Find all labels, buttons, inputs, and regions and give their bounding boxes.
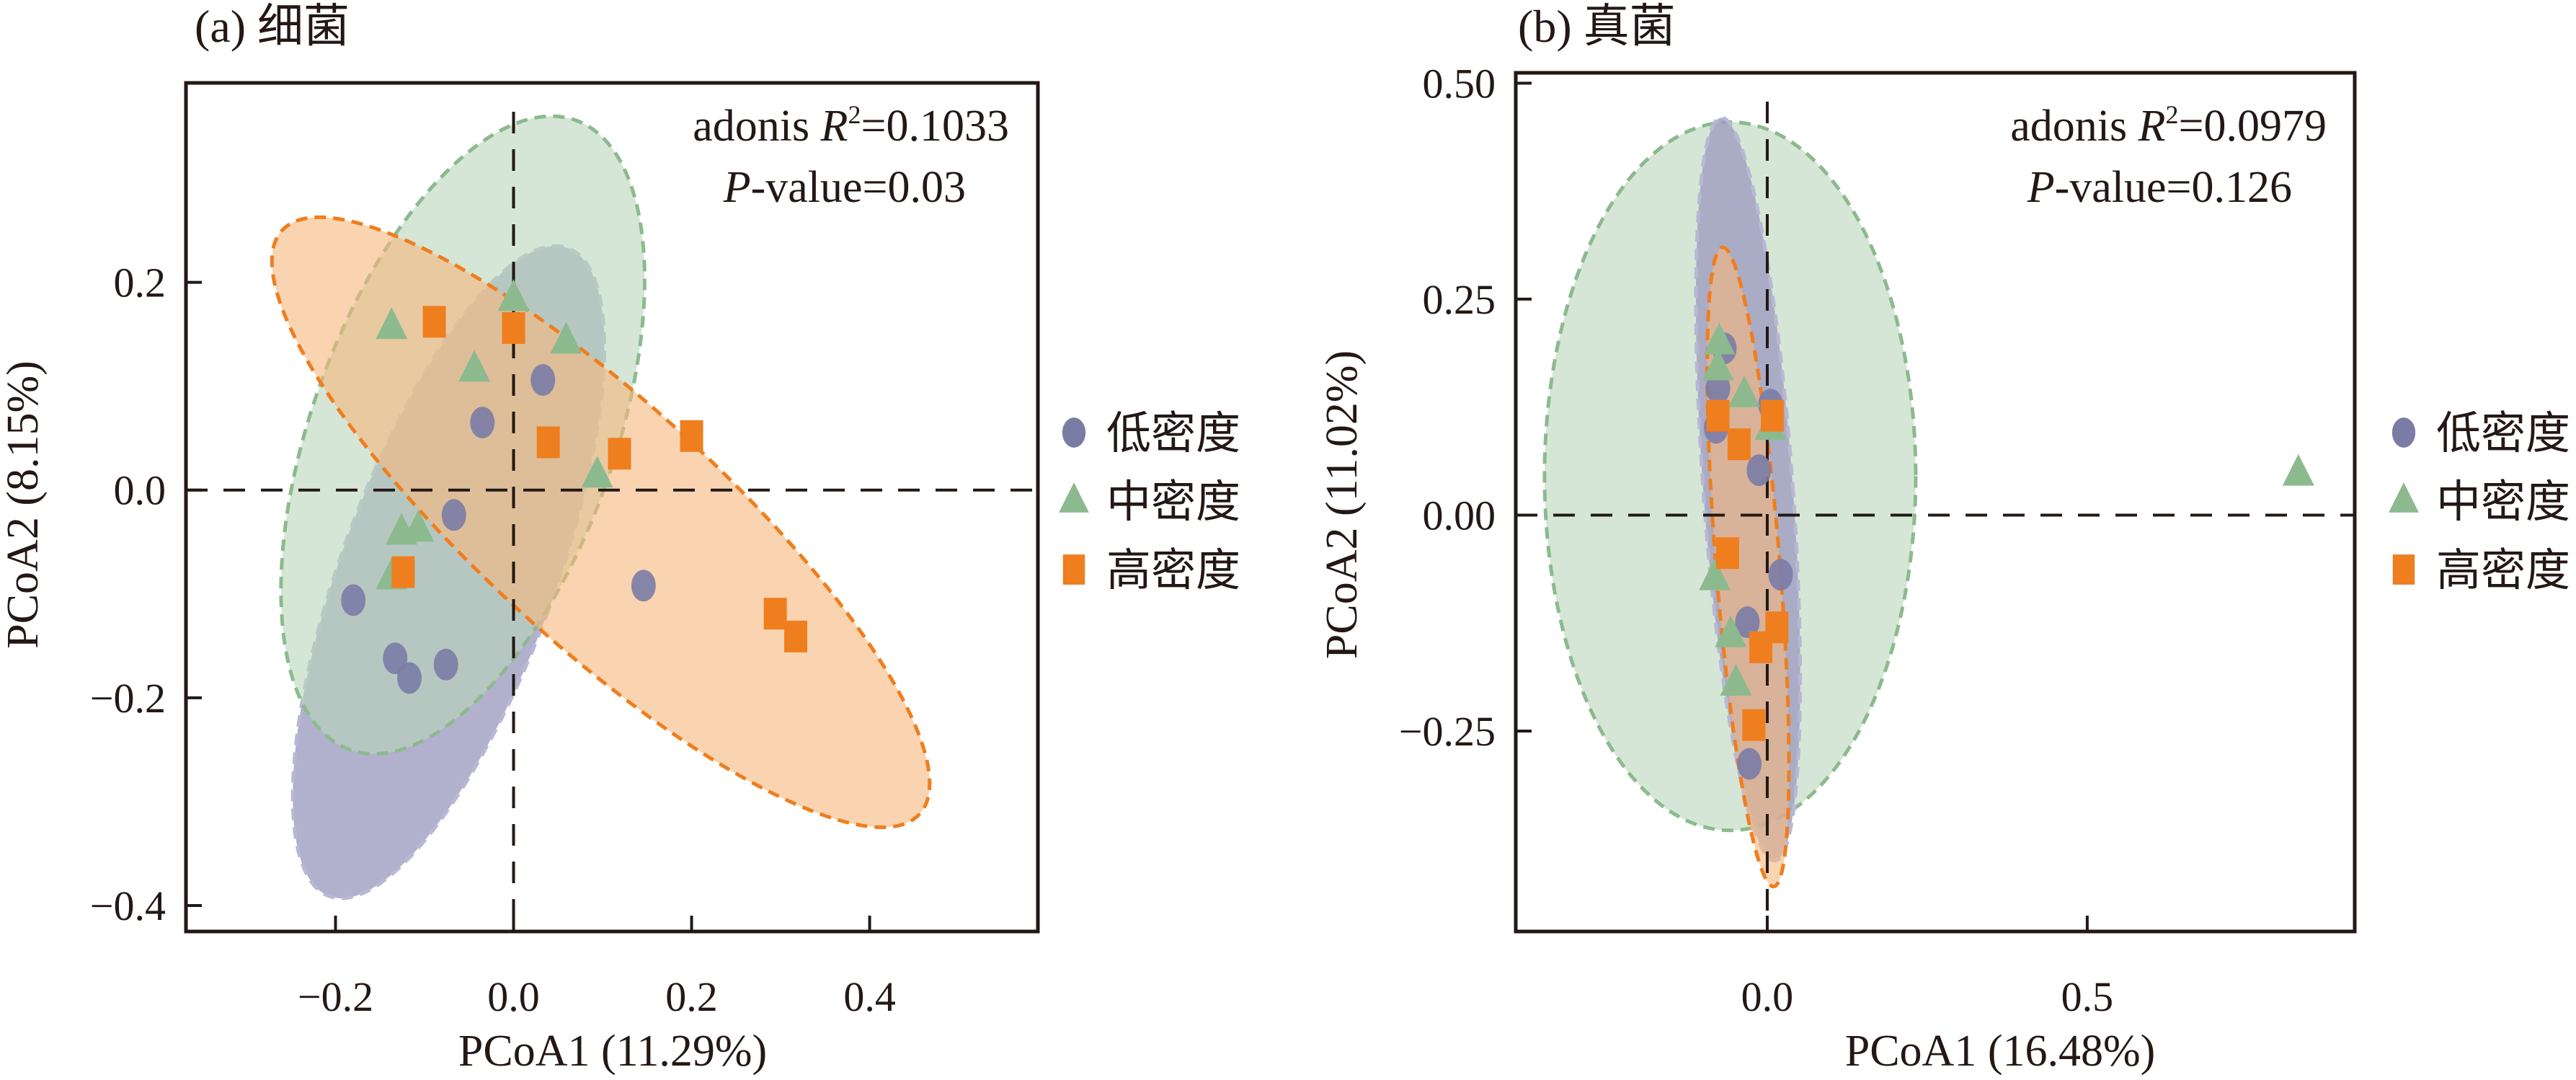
point-low [1768,559,1793,591]
x-tick-label: 0.4 [843,973,896,1020]
y-tick-label: 0.50 [1423,60,1496,107]
panel-a-plot-frame [184,81,1040,934]
legend-item-mid: 中密度 [2389,475,2570,528]
legend-item-low: 低密度 [1062,407,1240,459]
point-high [502,311,525,344]
point-high [680,420,703,452]
legend-marker-square [1062,554,1085,585]
panel-b-fungi: (b) 真菌 0.0 0.5 0.50 0.25 0.00 −0.25 adonis R2… [1318,1,2570,1076]
panel-a-title: (a) 细菌 [195,1,350,52]
panel-b-x-axis-title: PCoA1 (16.48%) [1845,1027,2156,1076]
panel-a-p-value: P-value=0.03 [723,163,966,212]
point-high [1727,428,1751,461]
point-high [1761,399,1785,432]
point-mid [2282,453,2314,486]
point-low [341,584,366,616]
point-high [1715,537,1739,570]
point-low [530,364,556,397]
point-mid [402,510,435,542]
y-tick-label: −0.25 [1399,708,1496,755]
point-mid [1720,663,1752,696]
panel-b-plot-frame [1514,71,2357,934]
panel-b-adonis-r2: adonis R2=0.0979 [2010,100,2327,151]
point-high [422,306,446,338]
legend-marker-triangle [1059,482,1089,513]
legend-label: 中密度 [1106,475,1240,528]
point-low [1746,454,1772,487]
point-mid [550,322,582,354]
point-high [391,556,415,588]
point-low [470,407,495,439]
panel-a-x-axis-title: PCoA1 (11.29%) [458,1027,767,1076]
point-high [763,598,787,630]
point-mid [1703,322,1736,355]
y-tick-label: −0.4 [90,882,166,929]
legend-item-high: 高密度 [1062,544,1240,596]
point-high [784,620,808,652]
panel-a-points [341,279,808,694]
panel-b-title: (b) 真菌 [1518,1,1676,52]
legend-label: 中密度 [2436,475,2570,528]
point-low [631,570,656,602]
x-tick-label: 0.5 [2061,973,2114,1020]
panel-a-ticks: −0.2 0.0 0.2 0.4 0.2 0.0 −0.2 −0.4 [90,260,896,1020]
legend-label: 高密度 [1106,544,1240,596]
panel-a-ellipses [270,114,932,900]
y-tick-label: 0.2 [114,260,166,306]
legend-marker-circle [2391,417,2416,448]
y-tick-label: 0.0 [114,467,166,514]
point-mid [1728,375,1760,407]
panel-b-ellipses [1542,115,1918,889]
point-high [536,426,560,459]
point-low [1737,748,1762,780]
legend-marker-circle [1062,417,1086,448]
y-tick-label: −0.2 [90,675,166,722]
point-high [608,438,631,470]
panel-a-y-axis-title: PCoA2 (8.15%) [0,360,48,649]
panel-a-adonis-r2: adonis R2=0.1033 [693,100,1009,151]
x-tick-label: 0.0 [487,973,540,1020]
panel-b-y-axis-title: PCoA2 (11.02%) [1318,350,1367,659]
x-tick-label: 0.2 [665,973,718,1020]
point-high [1749,631,1773,663]
panel-b-points [1699,322,2314,780]
panel-b-p-value: P-value=0.126 [2027,163,2292,212]
point-mid [581,456,613,488]
legend-label: 低密度 [1106,407,1240,459]
point-low [397,662,422,694]
point-high [1706,399,1730,432]
x-tick-label: 0.0 [1741,973,1794,1020]
point-low [441,499,466,531]
legend-item-high: 高密度 [2392,544,2570,596]
panel-b-ticks: 0.0 0.5 0.50 0.25 0.00 −0.25 [1399,60,2113,1020]
point-mid [1715,615,1747,647]
legend-label: 高密度 [2436,544,2570,596]
legend-item-low: 低密度 [2391,407,2570,459]
legend-marker-triangle [2389,482,2419,513]
y-tick-label: 0.25 [1423,276,1496,323]
panel-a-bacteria: (a) 细菌 −0.2 0.0 0.2 0.4 0.2 0.0 −0.2 −0.4 adoni… [0,1,1240,1076]
point-low [433,648,458,681]
y-tick-label: 0.00 [1423,492,1496,539]
legend-label: 低密度 [2436,407,2570,459]
point-mid [458,350,491,382]
point-mid [1699,558,1731,590]
point-mid [376,307,408,340]
point-mid [497,279,530,311]
point-high [1742,709,1766,741]
legend-marker-square [2392,554,2415,585]
point-low [1735,606,1760,639]
legend-item-mid: 中密度 [1059,475,1240,528]
point-mid [1702,348,1734,381]
x-tick-label: −0.2 [298,973,373,1020]
